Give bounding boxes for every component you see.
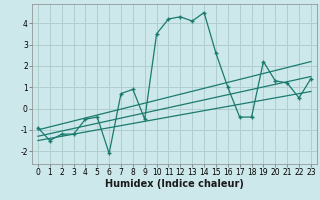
X-axis label: Humidex (Indice chaleur): Humidex (Indice chaleur) bbox=[105, 179, 244, 189]
